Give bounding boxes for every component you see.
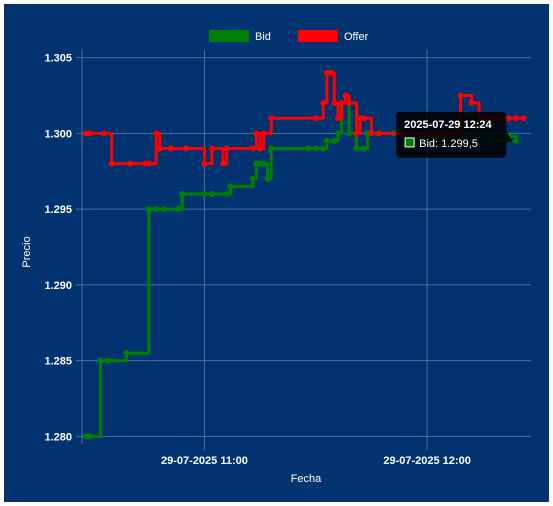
- data-point-bid[interactable]: [260, 160, 267, 167]
- data-point-offer[interactable]: [338, 100, 345, 107]
- data-point-bid[interactable]: [97, 357, 104, 364]
- data-point-bid[interactable]: [513, 137, 520, 144]
- tooltip-box: [396, 111, 507, 158]
- data-point-bid[interactable]: [86, 433, 93, 440]
- data-point-bid[interactable]: [353, 145, 360, 152]
- legend-label-offer: Offer: [344, 31, 369, 43]
- data-point-offer[interactable]: [253, 130, 260, 137]
- data-point-bid[interactable]: [223, 190, 230, 197]
- chart-panel: 1.280 1.285 1.290 1.295 1.300 1.305 29-07-202…: [4, 4, 549, 502]
- data-point-bid[interactable]: [305, 145, 312, 152]
- x-tick-label: 29-07-2025 11:00: [161, 455, 248, 467]
- y-axis-title: Precio: [21, 236, 33, 267]
- y-axis-ticks: 1.280 1.285 1.290 1.295 1.300 1.305: [44, 53, 72, 444]
- data-point-offer[interactable]: [468, 100, 475, 107]
- price-chart[interactable]: 1.280 1.285 1.290 1.295 1.300 1.305 29-07-202…: [4, 4, 549, 502]
- data-point-offer[interactable]: [156, 145, 163, 152]
- data-point-offer[interactable]: [505, 115, 512, 122]
- data-point-offer[interactable]: [101, 130, 108, 137]
- data-point-bid[interactable]: [331, 137, 338, 144]
- data-point-bid[interactable]: [320, 145, 327, 152]
- legend-label-bid: Bid: [255, 31, 271, 43]
- data-point-offer[interactable]: [331, 100, 338, 107]
- data-point-offer[interactable]: [201, 160, 208, 167]
- data-point-bid[interactable]: [145, 206, 152, 213]
- data-point-offer[interactable]: [375, 130, 382, 137]
- legend-item-offer[interactable]: Offer: [298, 30, 369, 43]
- data-point-offer[interactable]: [513, 115, 520, 122]
- data-point-bid[interactable]: [323, 137, 330, 144]
- data-point-offer[interactable]: [182, 145, 189, 152]
- y-tick-label: 1.300: [44, 128, 72, 140]
- x-axis-ticks: 29-07-2025 11:00 29-07-2025 12:00: [161, 455, 471, 467]
- tooltip-caret: [506, 130, 513, 143]
- data-point-offer[interactable]: [346, 100, 353, 107]
- data-point-offer[interactable]: [342, 92, 349, 99]
- data-point-offer[interactable]: [249, 145, 256, 152]
- data-point-offer[interactable]: [168, 145, 175, 152]
- data-point-offer[interactable]: [368, 130, 375, 137]
- legend-swatch-offer: [298, 30, 338, 42]
- tooltip-title: 2025-07-29 12:24: [404, 119, 492, 131]
- x-tick-label: 29-07-2025 12:00: [383, 455, 470, 467]
- chart-background: [4, 4, 549, 502]
- data-point-offer[interactable]: [127, 160, 134, 167]
- data-point-bid[interactable]: [335, 130, 342, 137]
- data-point-offer[interactable]: [153, 130, 160, 137]
- data-point-bid[interactable]: [175, 206, 182, 213]
- data-point-bid[interactable]: [264, 175, 271, 182]
- data-point-bid[interactable]: [361, 145, 368, 152]
- x-axis-title: Fecha: [291, 473, 322, 485]
- data-point-offer[interactable]: [335, 115, 342, 122]
- legend-item-bid[interactable]: Bid: [209, 30, 271, 43]
- y-tick-label: 1.305: [44, 53, 72, 65]
- legend[interactable]: Bid Offer: [209, 30, 369, 43]
- data-point-bid[interactable]: [208, 190, 215, 197]
- data-point-offer[interactable]: [257, 145, 264, 152]
- data-point-offer[interactable]: [145, 160, 152, 167]
- data-point-bid[interactable]: [160, 206, 167, 213]
- data-point-offer[interactable]: [220, 160, 227, 167]
- y-tick-label: 1.295: [44, 204, 72, 216]
- data-point-bid[interactable]: [104, 357, 111, 364]
- data-point-offer[interactable]: [223, 145, 230, 152]
- y-tick-label: 1.290: [44, 280, 72, 292]
- data-point-offer[interactable]: [260, 130, 267, 137]
- data-point-offer[interactable]: [353, 130, 360, 137]
- data-point-bid[interactable]: [312, 145, 319, 152]
- data-point-offer[interactable]: [320, 100, 327, 107]
- data-point-bid[interactable]: [201, 190, 208, 197]
- tooltip-label: Bid: 1.299,5: [419, 138, 478, 150]
- data-point-bid[interactable]: [268, 145, 275, 152]
- data-point-offer[interactable]: [208, 145, 215, 152]
- data-point-bid[interactable]: [249, 175, 256, 182]
- legend-swatch-bid: [209, 30, 249, 42]
- data-point-offer[interactable]: [457, 92, 464, 99]
- data-point-offer[interactable]: [520, 115, 527, 122]
- data-point-offer[interactable]: [268, 115, 275, 122]
- y-tick-label: 1.285: [44, 356, 72, 368]
- data-point-offer[interactable]: [108, 160, 115, 167]
- data-point-bid[interactable]: [179, 190, 186, 197]
- data-point-bid[interactable]: [153, 206, 160, 213]
- data-point-bid[interactable]: [227, 183, 234, 190]
- series-offer: [82, 69, 527, 167]
- y-tick-label: 1.280: [44, 431, 72, 443]
- tooltip: 2025-07-29 12:24 Bid: 1.299,5: [396, 111, 513, 158]
- data-point-bid[interactable]: [123, 350, 130, 357]
- data-point-offer[interactable]: [361, 115, 368, 122]
- data-point-offer[interactable]: [312, 115, 319, 122]
- data-point-bid[interactable]: [346, 130, 353, 137]
- data-point-offer[interactable]: [86, 130, 93, 137]
- data-point-offer[interactable]: [327, 69, 334, 76]
- tooltip-swatch: [404, 137, 415, 148]
